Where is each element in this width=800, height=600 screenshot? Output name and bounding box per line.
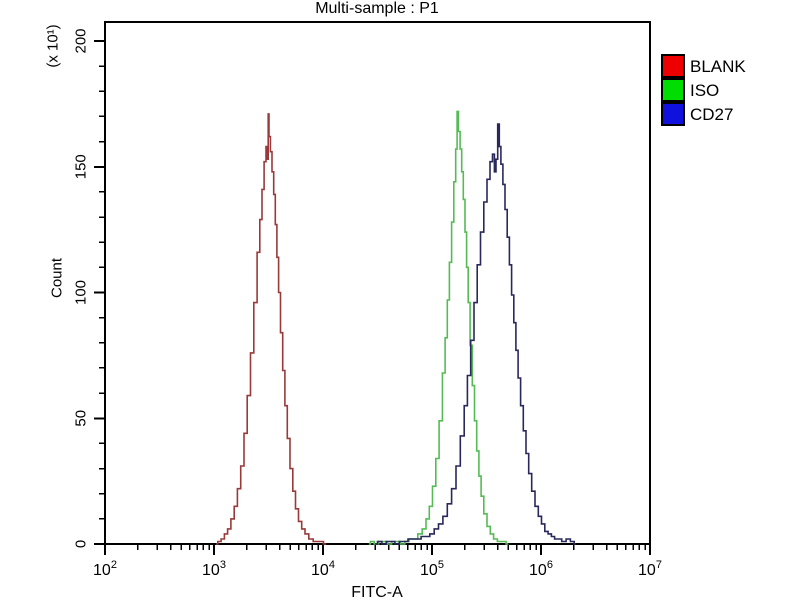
x-tick-label: 107: [638, 559, 662, 579]
curve-blank: [216, 113, 327, 545]
legend-label-blank: BLANK: [690, 57, 746, 76]
y-tick-label: 100: [72, 280, 89, 305]
x-tick-label: 106: [529, 559, 553, 579]
legend-label-iso: ISO: [690, 81, 719, 100]
plot-border: [104, 21, 651, 545]
curve-iso: [368, 110, 509, 545]
y-axis-unit-label: (x 10¹): [44, 24, 61, 67]
legend-swatch-iso: [661, 78, 685, 102]
x-tick-label: 105: [420, 559, 444, 579]
legend-swatch-blank: [661, 54, 685, 78]
legend-label-cd27: CD27: [690, 105, 733, 124]
legend: BLANK ISO CD27: [661, 54, 746, 126]
y-axis-ticks: 0 50 100 150 200: [72, 28, 104, 548]
x-tick-label: 103: [202, 559, 226, 579]
x-tick-label: 102: [93, 559, 117, 579]
chart-title: Multi-sample : P1: [315, 0, 439, 17]
x-axis-label: FITC-A: [351, 584, 403, 600]
y-axis-label: Count: [48, 257, 65, 298]
y-tick-label: 50: [72, 410, 89, 427]
x-tick-label: 104: [311, 559, 335, 579]
y-tick-label: 150: [72, 154, 89, 179]
legend-swatch-cd27: [661, 102, 685, 126]
y-tick-label: 0: [72, 540, 89, 548]
histogram-curves: [216, 110, 576, 545]
curve-cd27: [375, 123, 576, 545]
y-tick-label: 200: [72, 28, 89, 53]
x-axis-ticks: 102 103 104 105 106 107: [93, 545, 662, 579]
